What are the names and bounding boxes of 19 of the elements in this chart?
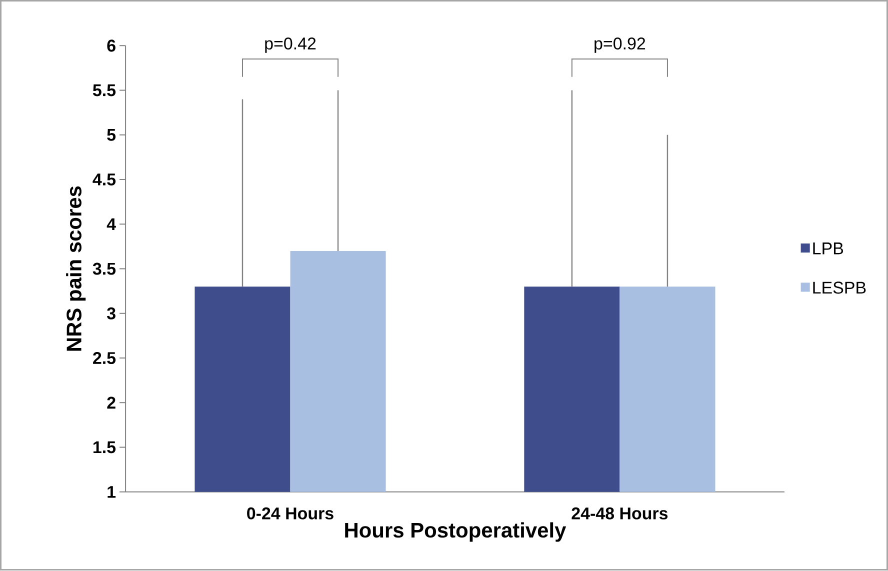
annotation: p=0.92 — [594, 38, 646, 54]
y-tick-label: 3 — [106, 308, 116, 320]
x-tick-label: 24-48 Hours — [572, 508, 668, 520]
y-tick-label: 6 — [107, 40, 116, 52]
y-tick-label: 5 — [107, 129, 116, 142]
y-tick-label: 5.5 — [92, 84, 116, 96]
annotation: p=0.42 — [265, 38, 316, 54]
y-tick-label: 4 — [106, 218, 116, 230]
y-tick-label: 2.5 — [93, 352, 116, 364]
legend-label: LESPB — [813, 282, 866, 294]
y-tick-label: 4.5 — [92, 174, 116, 186]
y-tick-label: 1 — [108, 486, 116, 498]
y-axis-title: NRS pain scores — [66, 186, 86, 351]
y-tick-label: 2 — [107, 396, 116, 409]
x-axis-title: Hours Postoperatively — [345, 522, 566, 542]
x-tick-label: 0-24 Hours — [247, 508, 334, 520]
y-tick-label: 1.5 — [94, 442, 116, 454]
legend-label: LPB — [813, 242, 844, 254]
y-tick-label: 3.5 — [92, 263, 116, 276]
